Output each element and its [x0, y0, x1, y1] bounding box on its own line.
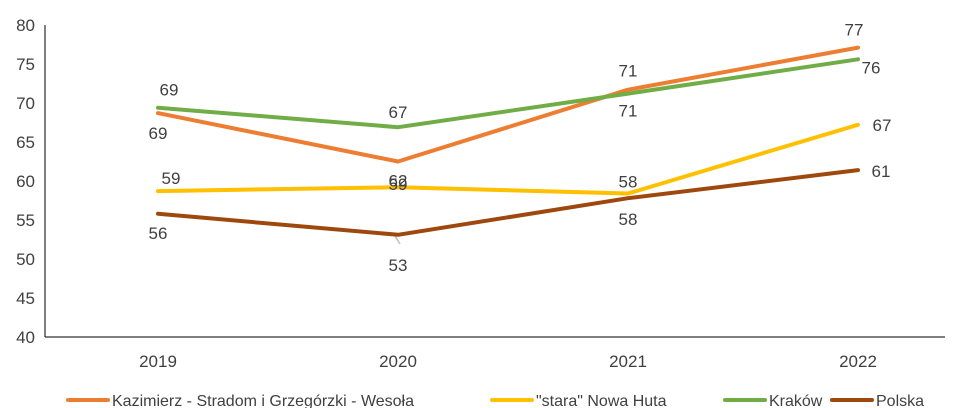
leader-lines [394, 235, 401, 245]
y-tick-label: 45 [16, 289, 35, 308]
y-tick-label: 55 [16, 211, 35, 230]
data-label: 67 [389, 103, 408, 122]
y-tick-label: 65 [16, 133, 35, 152]
legend: Kazimierz - Stradom i Grzegórzki - Wesoł… [66, 393, 924, 408]
data-label: 56 [149, 224, 168, 243]
data-label: 62 [389, 172, 408, 191]
y-tick-label: 70 [16, 94, 35, 113]
data-label: 71 [619, 102, 638, 121]
x-tick-label: 2020 [379, 352, 417, 371]
data-label: 69 [160, 81, 179, 100]
legend-label: "stara" Nowa Huta [536, 393, 667, 408]
data-label: 59 [162, 169, 181, 188]
data-label: 69 [149, 124, 168, 143]
leader-line [394, 235, 401, 245]
series-line-0 [156, 45, 860, 164]
data-label: 67 [873, 116, 892, 135]
legend-label: Kazimierz - Stradom i Grzegórzki - Wesoł… [112, 393, 414, 408]
series-line-1 [156, 122, 860, 196]
series-lines [156, 45, 860, 237]
data-label: 58 [619, 210, 638, 229]
y-tick-label: 40 [16, 328, 35, 347]
x-tick-label: 2022 [839, 352, 877, 371]
x-tick-label: 2021 [609, 352, 647, 371]
data-label: 76 [862, 58, 881, 77]
y-axis: 40 45 50 55 60 65 70 75 80 [16, 16, 46, 347]
data-label: 53 [389, 256, 408, 275]
data-label: 61 [872, 162, 891, 181]
data-label: 77 [845, 21, 864, 40]
series-line-3 [156, 168, 860, 237]
y-tick-label: 75 [16, 55, 35, 74]
data-label: 71 [619, 62, 638, 81]
legend-label: Polska [876, 393, 924, 408]
data-label: 58 [619, 172, 638, 191]
data-label: 59 [389, 175, 408, 194]
x-tick-label: 2019 [139, 352, 177, 371]
y-tick-label: 60 [16, 172, 35, 191]
data-labels: 69 62 71 77 59 59 58 67 69 67 71 76 56 53 58 61 [149, 21, 892, 275]
series-line-2 [156, 57, 860, 130]
legend-label: Kraków [769, 393, 823, 408]
y-tick-label: 80 [16, 16, 35, 35]
y-tick-label: 50 [16, 250, 35, 269]
x-axis: 2019 2020 2021 2022 [45, 336, 945, 371]
